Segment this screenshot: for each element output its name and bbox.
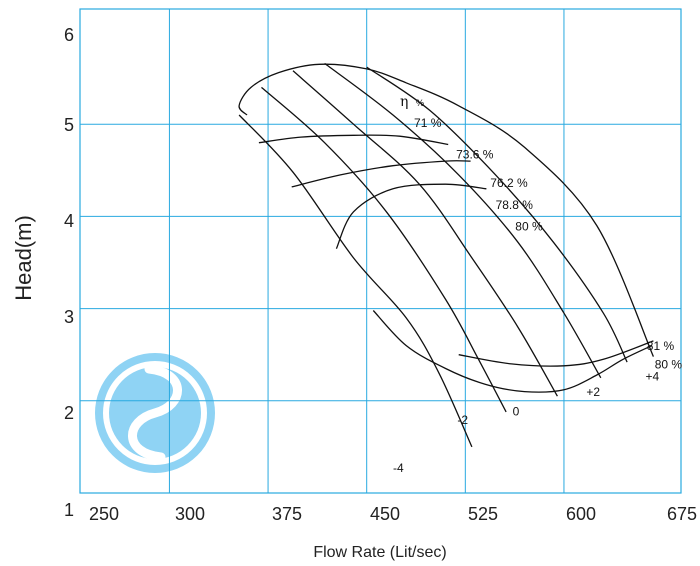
curve-label: -4 bbox=[393, 461, 404, 475]
efficiency-unit: % bbox=[416, 98, 424, 108]
y-tick-label: 1 bbox=[64, 500, 74, 520]
series-curve bbox=[258, 134, 449, 146]
curve-label: +4 bbox=[645, 370, 659, 384]
x-tick-label: 600 bbox=[566, 504, 596, 524]
series-curve bbox=[291, 160, 471, 188]
curve-label: -2 bbox=[457, 413, 468, 427]
watermark-logo bbox=[95, 353, 215, 473]
x-axis-title: Flow Rate (Lit/sec) bbox=[313, 544, 446, 561]
y-tick-label: 2 bbox=[64, 403, 74, 423]
x-tick-label: 250 bbox=[89, 504, 119, 524]
y-tick-labels: 1 2 3 4 5 6 bbox=[64, 25, 74, 520]
y-tick-label: 5 bbox=[64, 115, 74, 135]
x-tick-label: 675 bbox=[667, 504, 697, 524]
y-tick-label: 6 bbox=[64, 25, 74, 45]
curve-label: 78.8 % bbox=[496, 198, 534, 212]
x-tick-label: 450 bbox=[370, 504, 400, 524]
y-tick-label: 4 bbox=[64, 211, 74, 231]
curve-label: +2 bbox=[586, 385, 600, 399]
y-tick-label: 3 bbox=[64, 307, 74, 327]
series-curve bbox=[458, 340, 654, 367]
efficiency-symbol: η bbox=[400, 94, 408, 110]
x-tick-label: 375 bbox=[272, 504, 302, 524]
curve-label: 80 % bbox=[515, 219, 543, 233]
series-curve bbox=[261, 86, 507, 413]
efficiency-header: η % bbox=[400, 94, 424, 110]
curve-label: 81 % bbox=[647, 339, 675, 353]
y-axis-title: Head(m) bbox=[11, 215, 36, 301]
curve-label: 76.2 % bbox=[490, 176, 528, 190]
curve-label: 80 % bbox=[655, 358, 683, 372]
series-curve bbox=[324, 62, 602, 379]
curve-label: 73.6 % bbox=[456, 147, 494, 161]
series-curve bbox=[292, 70, 558, 397]
operating-envelope-curve bbox=[238, 63, 654, 357]
curve-label: 0 bbox=[513, 405, 520, 419]
series-curve bbox=[366, 66, 628, 363]
x-tick-label: 525 bbox=[468, 504, 498, 524]
performance-curves bbox=[238, 62, 654, 448]
series-curve bbox=[372, 310, 653, 393]
grid-lines bbox=[80, 9, 681, 493]
series-curve bbox=[335, 183, 487, 249]
x-tick-labels: 250 300 375 450 525 600 675 bbox=[89, 504, 697, 524]
logo-swirl bbox=[128, 364, 182, 462]
curve-labels: 71 % 73.6 % 76.2 % 78.8 % 80 % 81 % 80 %… bbox=[393, 116, 682, 475]
series-curve bbox=[238, 114, 473, 448]
x-tick-label: 300 bbox=[175, 504, 205, 524]
curve-label: 71 % bbox=[414, 116, 442, 130]
plot-frame bbox=[79, 8, 682, 494]
